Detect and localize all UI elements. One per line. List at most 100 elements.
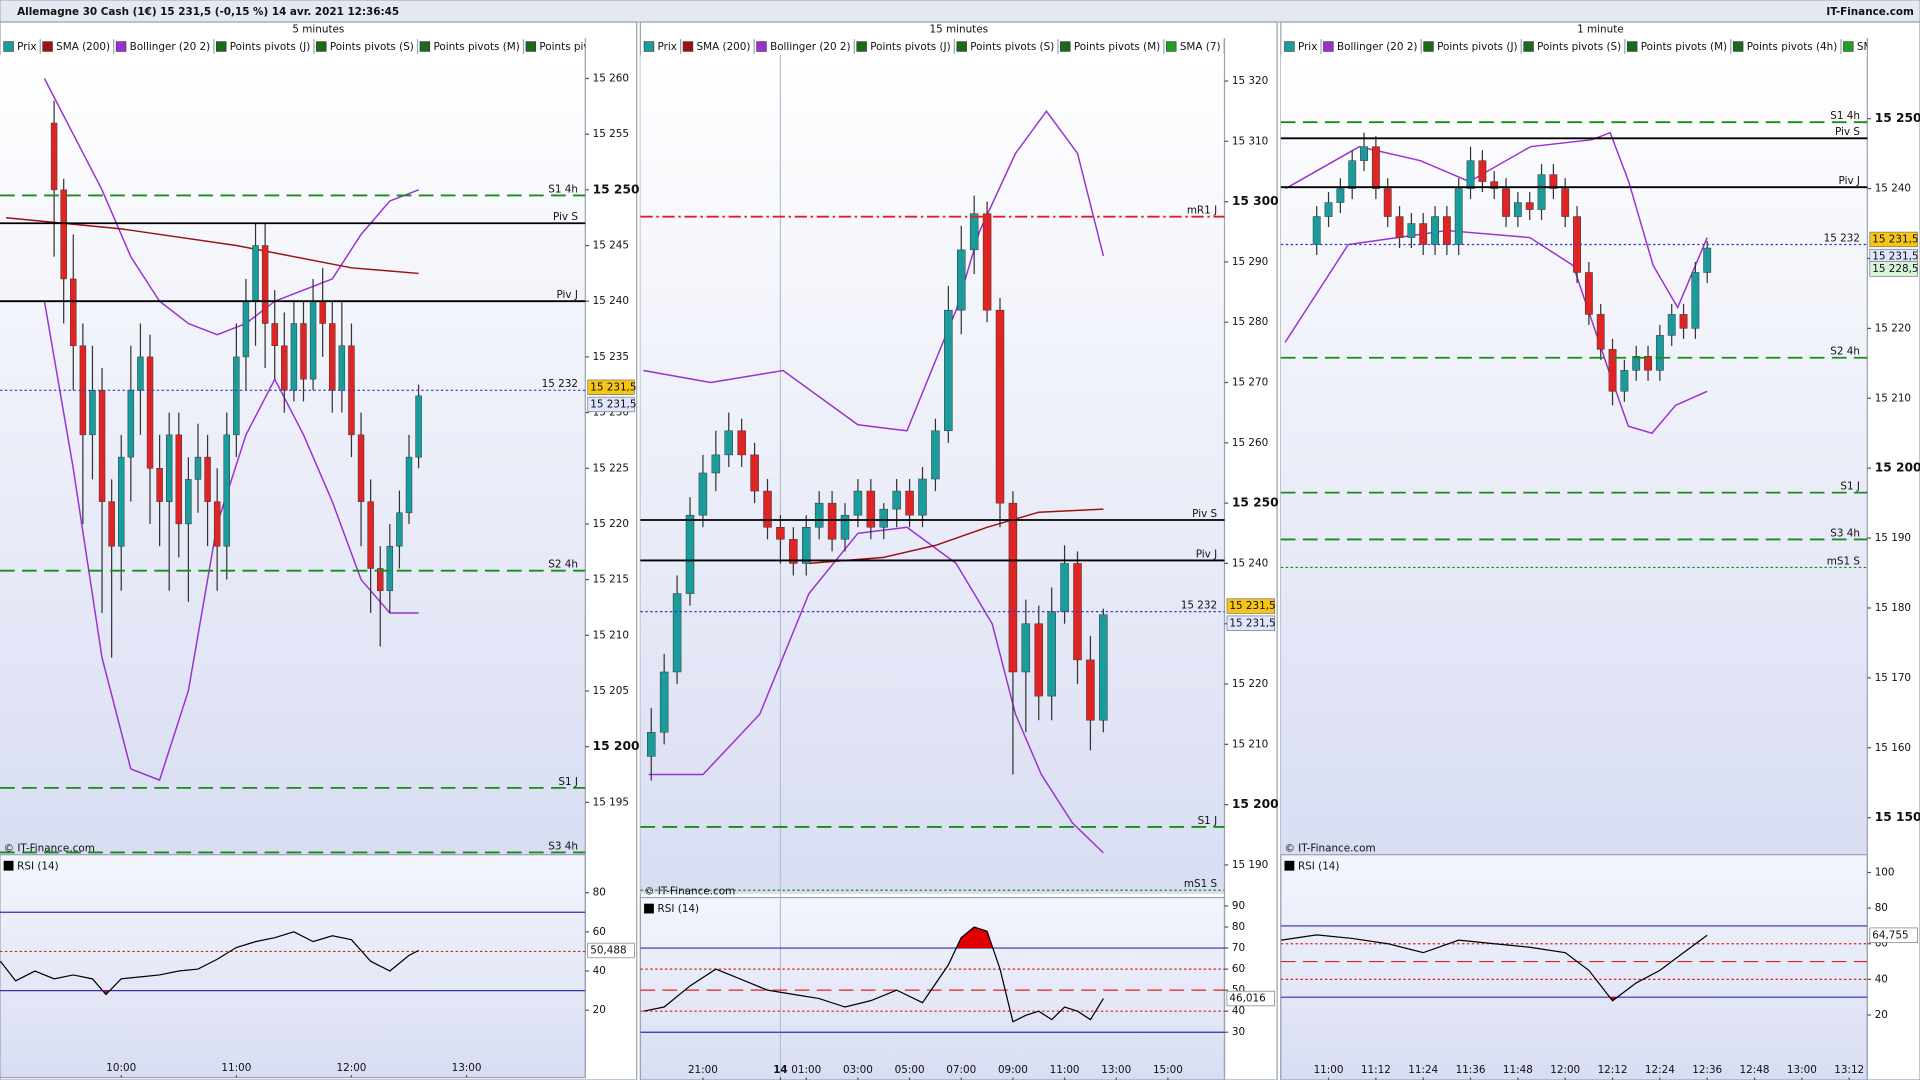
- candle-body: [1502, 188, 1510, 217]
- candle-body: [1490, 181, 1499, 189]
- candle-body: [300, 323, 307, 380]
- indicator-bar: Prix SMA (200) Bollinger (20 2) Points pivo…: [3, 39, 619, 54]
- indicator-name[interactable]: Points pivots (J): [1437, 41, 1517, 53]
- candle-body: [1466, 160, 1475, 189]
- pivot-level-label: Piv J: [557, 289, 578, 301]
- candle-body: [377, 568, 384, 592]
- indicator-name[interactable]: Points pivots (S): [330, 41, 414, 53]
- indicator-swatch: [1166, 41, 1177, 52]
- x-tick-label: 03:00: [843, 1064, 873, 1076]
- rsi-value-tag: [1869, 927, 1918, 943]
- x-tick-label: 12:36: [1692, 1064, 1722, 1076]
- candle-body: [982, 213, 992, 311]
- candle-body: [931, 430, 940, 480]
- rsi-area: [1280, 854, 1868, 1080]
- indicator-line: [6, 216, 419, 275]
- candle-body: [647, 732, 656, 757]
- candle-body: [60, 189, 67, 280]
- indicator-name[interactable]: Points pivots (S): [1537, 41, 1621, 53]
- indicator-name[interactable]: Bollinger (20 2): [770, 41, 851, 53]
- candle-body: [290, 323, 298, 391]
- candle-body: [89, 390, 96, 436]
- indicator-name[interactable]: Prix: [17, 41, 36, 53]
- rsi-y-tick-label: 60: [593, 926, 606, 938]
- indicator-swatch: [1323, 41, 1334, 52]
- price-tag-label: 15 228,5: [1872, 263, 1918, 275]
- indicator-line: [43, 78, 419, 336]
- y-tick-label: 15 250: [593, 182, 640, 196]
- y-tick-label: 15 310: [1232, 135, 1268, 147]
- x-tick-label: 21:00: [688, 1064, 718, 1076]
- candle-body: [1431, 216, 1439, 245]
- rsi-y-tick-label: 40: [593, 965, 606, 977]
- y-tick-label: 15 280: [1232, 316, 1268, 328]
- rsi-y-tick-label: 30: [1232, 1026, 1245, 1038]
- candle-body: [1525, 202, 1534, 210]
- candle-body: [802, 527, 811, 564]
- price-tag: [587, 379, 635, 395]
- indicator-name[interactable]: SMA (7): [1857, 41, 1898, 53]
- indicator-bar: Prix SMA (200) Bollinger (20 2) Points pivo…: [643, 39, 1225, 54]
- indicator-name[interactable]: Prix: [658, 41, 677, 53]
- x-tick-label: 11:00: [1314, 1064, 1344, 1076]
- pivot-level-label: S3 4h: [548, 840, 578, 852]
- candle-body: [1047, 611, 1056, 697]
- candle-body: [329, 323, 336, 391]
- pivot-level-label: Piv J: [1196, 548, 1217, 560]
- candle-body: [711, 454, 721, 474]
- indicator-name[interactable]: Points pivots (4h): [1747, 41, 1838, 53]
- indicator-name[interactable]: Points pivots (M): [1641, 41, 1727, 53]
- candle-body: [737, 430, 746, 456]
- indicator-name[interactable]: Prix: [1298, 41, 1317, 53]
- y-tick-label: 15 245: [593, 240, 629, 252]
- indicator-name[interactable]: Points pivots (S): [970, 41, 1054, 53]
- y-tick-label: 15 200: [1875, 461, 1920, 475]
- pivot-level-label: mR1 J: [1187, 205, 1217, 217]
- indicator-swatch: [1732, 41, 1744, 52]
- candle-body: [1703, 247, 1712, 273]
- candle-body: [50, 122, 58, 191]
- indicator-name[interactable]: Points pivots (J): [870, 41, 950, 53]
- candle-body: [840, 514, 850, 540]
- candle-body: [165, 434, 173, 502]
- rsi-extreme-fill: [956, 927, 993, 949]
- indicator-name[interactable]: Points pivots (M): [1074, 41, 1160, 53]
- indicator-line: [808, 508, 1104, 565]
- y-tick-label: 15 150: [1875, 810, 1920, 824]
- candle-body: [866, 490, 876, 528]
- candle-body: [252, 245, 259, 302]
- candle-body: [127, 390, 135, 458]
- candle-body: [156, 468, 163, 502]
- indicator-name[interactable]: SMA (200): [697, 41, 751, 53]
- price-plot: S1 4h Piv S Piv J 15 232 S2 4h S1 J S3 4h: [6, 78, 578, 852]
- candle-body: [969, 213, 979, 251]
- x-tick-label: 11:36: [1456, 1064, 1486, 1076]
- candle-body: [1513, 202, 1522, 217]
- indicator-name[interactable]: SMA (7): [1180, 41, 1221, 53]
- indicator-name[interactable]: Points pivots (J): [230, 41, 310, 53]
- price-tag-label: 15 231,5: [590, 381, 636, 393]
- indicator-name[interactable]: Bollinger (20 2): [1337, 41, 1418, 53]
- candle-body: [1060, 563, 1069, 612]
- rsi-title: RSI (14): [658, 903, 700, 915]
- y-tick-label: 15 210: [1875, 392, 1911, 404]
- candle-body: [1442, 216, 1451, 245]
- indicator-name[interactable]: SMA (200): [56, 41, 110, 53]
- candle-body: [213, 501, 221, 547]
- y-tick-label: 15 270: [1232, 377, 1268, 389]
- indicator-swatch: [682, 41, 694, 52]
- indicator-name[interactable]: Points pivots (M): [433, 41, 519, 53]
- candle-body: [309, 300, 317, 380]
- pivot-level-label: S1 J: [558, 776, 578, 788]
- candle-body: [957, 249, 966, 311]
- candle-body: [1371, 146, 1380, 189]
- candle-body: [1348, 160, 1357, 189]
- candle-body: [415, 395, 422, 458]
- y-tick-label: 15 220: [1875, 322, 1911, 334]
- indicator-name[interactable]: Bollinger (20 2): [130, 41, 211, 53]
- pivot-level-label: S3 4h: [1830, 527, 1860, 539]
- rsi-y-tick-label: 40: [1875, 973, 1888, 985]
- price-tag: [1226, 615, 1275, 631]
- indicator-name[interactable]: Points pivots (4: [539, 41, 619, 53]
- price-plot: mR1 J Piv S Piv J 15 232 S1 J mS1 S: [643, 109, 1218, 890]
